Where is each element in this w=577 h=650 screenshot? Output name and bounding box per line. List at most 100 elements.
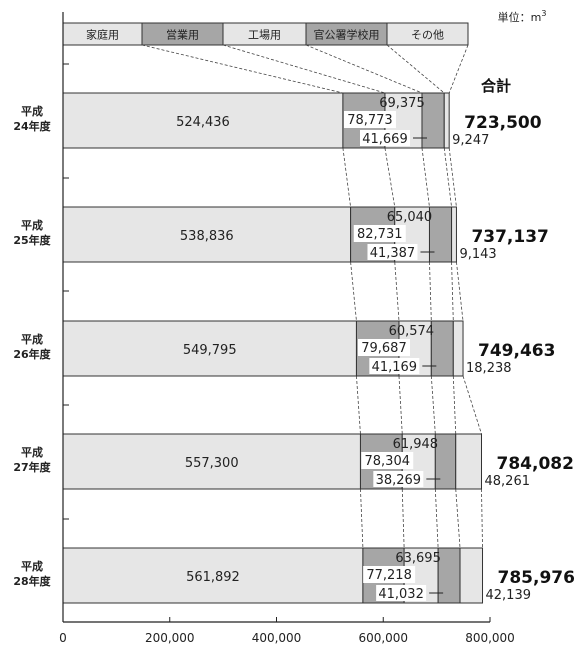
data-label: 524,436 <box>176 115 230 130</box>
label-backing <box>376 585 427 601</box>
bar-segment <box>452 320 464 377</box>
legend-label: その他 <box>411 29 444 42</box>
bar-segment <box>451 206 457 263</box>
connector-line <box>421 147 430 208</box>
bar-segment <box>421 92 445 149</box>
connector-line <box>451 261 454 322</box>
data-label: 557,300 <box>185 456 239 471</box>
x-tick-label: 0 <box>59 631 67 645</box>
connector-line <box>386 44 445 94</box>
segment-connectors <box>141 44 483 549</box>
x-tick-label: 200,000 <box>145 631 195 645</box>
bar-segment <box>62 206 352 263</box>
total-label: 784,082 <box>497 454 574 474</box>
label-backing <box>369 358 420 374</box>
legend-label: 営業用 <box>166 28 199 42</box>
data-label: 82,731 <box>357 227 403 242</box>
category-label: 平成 <box>21 218 43 232</box>
data-label: 41,387 <box>370 246 416 261</box>
legend-label: 工場用 <box>248 29 281 42</box>
category-label: 平成 <box>21 104 43 118</box>
connector-line <box>429 261 432 322</box>
total-label: 723,500 <box>464 113 542 133</box>
category-label: 27年度 <box>13 460 51 474</box>
x-tick-label: 800,000 <box>465 631 515 645</box>
label-backing <box>361 452 414 469</box>
x-tick-label: 400,000 <box>252 631 302 645</box>
data-label: 77,218 <box>366 568 412 583</box>
label-backing <box>353 225 406 242</box>
connector-line <box>448 44 469 94</box>
bar-segment <box>459 547 484 604</box>
data-label: 65,040 <box>387 210 433 225</box>
data-label: 48,261 <box>485 474 531 489</box>
x-axis: 0 200,000 400,000 600,000 800,000 <box>59 12 515 645</box>
category-label: 平成 <box>21 445 43 459</box>
connector-line <box>401 488 405 549</box>
category-label: 平成 <box>21 559 43 573</box>
total-label: 785,976 <box>498 568 575 588</box>
data-label: 69,375 <box>379 96 425 111</box>
category-label: 25年度 <box>13 233 51 247</box>
data-label: 41,669 <box>362 132 408 147</box>
connector-line <box>384 147 396 208</box>
data-label: 41,032 <box>378 587 424 602</box>
connector-line <box>452 375 457 435</box>
connector-line <box>305 44 423 94</box>
category-label: 平成 <box>21 332 43 346</box>
category-label: 26年度 <box>13 347 51 361</box>
data-label: 9,247 <box>452 133 489 148</box>
bar-segment <box>455 433 483 490</box>
x-tick-label: 600,000 <box>358 631 408 645</box>
connector-line <box>481 488 483 549</box>
data-label: 561,892 <box>186 570 240 585</box>
connector-line <box>443 147 452 208</box>
total-heading: 合計 <box>480 77 511 95</box>
connector-line <box>430 375 436 435</box>
data-label: 63,695 <box>395 551 441 566</box>
legend: 家庭用 営業用 工場用 官公署学校用 その他 <box>62 22 469 46</box>
label-backing <box>367 244 418 260</box>
bar-segment <box>437 547 461 604</box>
connector-line <box>222 44 386 94</box>
connector-line <box>350 261 357 322</box>
bar-segment <box>62 92 344 149</box>
connector-line <box>455 488 461 549</box>
data-label: 60,574 <box>389 324 435 339</box>
bar-segment <box>434 433 457 490</box>
data-label: 79,687 <box>361 341 407 356</box>
connector-line <box>141 44 344 94</box>
data-label: 549,795 <box>183 343 237 358</box>
connector-line <box>462 375 482 435</box>
total-label: 749,463 <box>478 341 555 361</box>
legend-label: 官公署学校用 <box>314 28 380 42</box>
data-label: 42,139 <box>486 588 531 603</box>
connector-line <box>360 488 364 549</box>
total-label: 737,137 <box>471 227 548 247</box>
label-backing <box>343 111 396 128</box>
connector-line <box>398 375 403 435</box>
data-label: 9,143 <box>459 247 496 262</box>
connector-line <box>394 261 400 322</box>
unit-label: 単位：m3 <box>498 9 547 24</box>
data-label: 41,169 <box>372 360 418 375</box>
connector-line <box>434 488 439 549</box>
bar-segment <box>62 320 357 377</box>
data-label: 78,773 <box>347 113 393 128</box>
category-label: 28年度 <box>13 574 51 588</box>
bar-segment <box>430 320 454 377</box>
data-label: 61,948 <box>393 437 439 452</box>
category-label: 24年度 <box>13 119 51 133</box>
label-backing <box>357 339 410 356</box>
legend-swatch <box>386 22 469 46</box>
label-backing <box>363 566 416 583</box>
bar-segment <box>443 92 450 149</box>
data-label: 78,304 <box>365 454 411 469</box>
connector-line <box>356 375 361 435</box>
unit-text: 単位：m <box>498 10 542 24</box>
label-backing <box>359 130 410 146</box>
data-label: 18,238 <box>466 361 512 376</box>
bar-segment <box>428 206 453 263</box>
